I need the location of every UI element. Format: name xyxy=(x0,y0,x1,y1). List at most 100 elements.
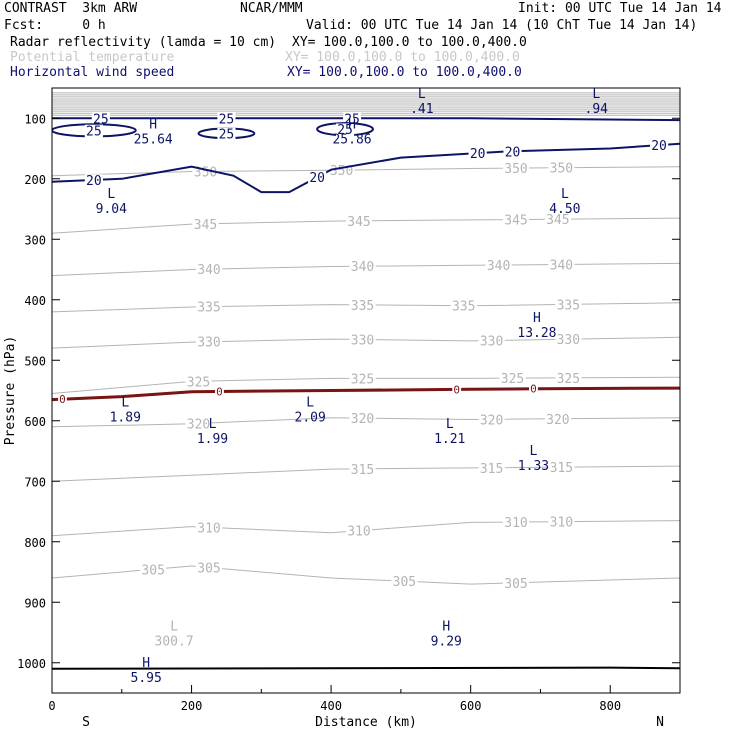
extremum-type-h: H xyxy=(442,620,450,635)
extremum-value: 25.64 xyxy=(134,132,173,147)
extremum-type-l: L xyxy=(418,87,426,102)
theta-label-335-bg xyxy=(555,298,582,313)
wind-loop-label: 25 xyxy=(86,124,102,139)
theta-label-325: 325 xyxy=(187,375,210,390)
extremum-value: 1.33 xyxy=(518,459,549,474)
theta-label-325-bg xyxy=(499,372,526,387)
field-name-reflectivity: Radar reflectivity (lamda = 10 cm) xyxy=(10,35,277,50)
theta-label-315-bg xyxy=(349,463,376,477)
theta-contour-320 xyxy=(52,417,680,428)
extremum-value: 9.29 xyxy=(431,635,462,650)
extremum-type-l: L xyxy=(592,87,600,102)
theta-label-305: 305 xyxy=(141,563,164,578)
reflectivity-label-bg xyxy=(529,383,538,396)
theta-label-320-bg xyxy=(349,412,376,427)
extremum-value: 300.7 xyxy=(155,635,194,650)
y-tick-label: 100 xyxy=(24,112,46,126)
theta-label-350-bg xyxy=(548,162,575,176)
extremum-type-l: L xyxy=(121,396,129,411)
extremum-type-l: L xyxy=(306,396,314,411)
plot-frame xyxy=(51,87,681,694)
theta-label-310: 310 xyxy=(197,521,220,536)
wind-label-20: 20 xyxy=(505,145,521,160)
extremum-type-h: H xyxy=(149,117,157,132)
extremum-type-l: L xyxy=(561,187,569,202)
theta-label-315-bg xyxy=(478,462,505,476)
theta-label-310-bg xyxy=(345,524,373,539)
extremum-type-l: L xyxy=(209,417,217,432)
wind-label-20-bg xyxy=(650,139,669,154)
wind-loop-label-bg xyxy=(84,124,103,139)
theta-label-330-bg xyxy=(478,334,505,349)
surface-line xyxy=(51,666,681,670)
reflectivity-label: 0 xyxy=(453,383,460,396)
extremum-value: 2.09 xyxy=(295,411,326,426)
theta-label-345-bg xyxy=(345,215,373,229)
x-tick-label: 0 xyxy=(48,699,55,713)
theta-label-340: 340 xyxy=(487,259,510,274)
extremum-value: 5.95 xyxy=(131,671,162,686)
reflectivity-label: 0 xyxy=(59,393,66,406)
theta-label-315: 315 xyxy=(480,462,503,477)
wind-loop-label-bg xyxy=(336,123,355,138)
wind-label-20: 20 xyxy=(470,147,486,162)
theta-label-305: 305 xyxy=(197,561,220,576)
theta-label-325: 325 xyxy=(557,372,580,387)
theta-label-335-bg xyxy=(349,299,376,313)
y-tick-label: 900 xyxy=(24,596,46,610)
wind-label-20-bg xyxy=(308,171,327,186)
theta-label-325-bg xyxy=(349,372,376,387)
theta-label-325-bg xyxy=(185,375,212,390)
y-tick-label: 600 xyxy=(24,415,46,429)
program-title: CONTRAST 3km ARW xyxy=(4,1,138,16)
theta-label-340-bg xyxy=(485,259,512,274)
theta-contour-310 xyxy=(52,520,680,537)
theta-label-345-bg xyxy=(544,213,571,228)
extremum-type-l: L xyxy=(446,417,454,432)
theta-label-345: 345 xyxy=(504,213,527,228)
theta-label-305: 305 xyxy=(393,575,416,590)
organization-label: NCAR/MMM xyxy=(240,1,303,16)
theta-label-320: 320 xyxy=(187,417,210,432)
theta-contour-345 xyxy=(52,217,680,234)
x-tick-label: 600 xyxy=(460,699,482,713)
theta-contour-335 xyxy=(52,302,680,313)
theta-label-330-bg xyxy=(195,336,223,350)
theta-label-310-bg xyxy=(502,516,530,530)
wind-label-20: 20 xyxy=(86,174,102,189)
x-tick-label: 400 xyxy=(320,699,342,713)
theta-label-340-bg xyxy=(195,263,223,278)
theta-label-320: 320 xyxy=(546,413,569,428)
field-name-theta: Potential temperature xyxy=(10,50,175,65)
theta-label-350: 350 xyxy=(504,162,527,177)
wind-label-20-bg xyxy=(468,147,487,162)
theta-contour-340 xyxy=(52,262,680,277)
theta-label-330: 330 xyxy=(557,333,580,348)
theta-label-335: 335 xyxy=(557,298,580,313)
theta-label-325: 325 xyxy=(501,372,524,387)
theta-label-335: 335 xyxy=(197,301,220,316)
theta-label-310: 310 xyxy=(504,516,527,531)
wind-loop-label-bg xyxy=(217,127,236,142)
extremum-value: 9.04 xyxy=(96,202,127,217)
y-tick-label: 300 xyxy=(24,233,46,247)
wind-contour-25 xyxy=(52,117,680,122)
extremum-value: 4.50 xyxy=(549,202,580,217)
reflectivity-label-bg xyxy=(452,384,462,396)
theta-label-305-bg xyxy=(502,577,530,591)
extremum-type-l: L xyxy=(530,444,538,459)
y-tick-label: 500 xyxy=(24,354,46,368)
wind-loop-label: 25 xyxy=(219,127,235,142)
theta-label-350: 350 xyxy=(550,162,573,177)
theta-label-325-bg xyxy=(555,372,582,386)
x-tick-label: 200 xyxy=(181,699,203,713)
theta-contour-315 xyxy=(52,465,680,482)
theta-contour-325 xyxy=(52,376,680,394)
extremum-value: 1.21 xyxy=(434,432,465,447)
theta-label-345-bg xyxy=(502,213,530,228)
extremum-type-h: H xyxy=(142,656,150,671)
theta-label-330-bg xyxy=(555,333,582,348)
theta-label-320: 320 xyxy=(351,412,374,427)
theta-label-330-bg xyxy=(349,333,376,348)
